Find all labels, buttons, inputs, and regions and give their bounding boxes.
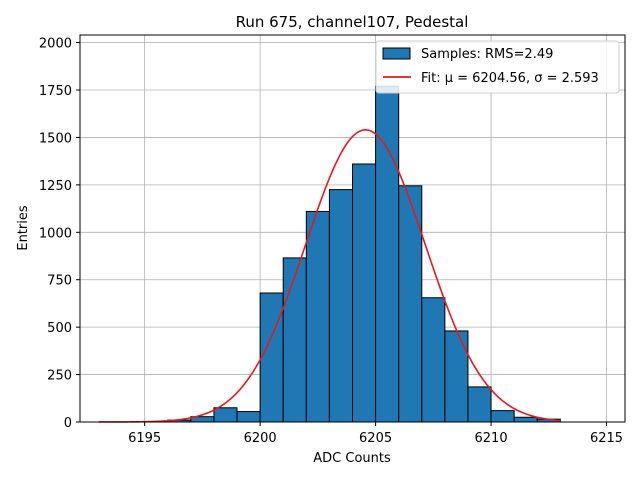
histogram-bar [421,297,446,423]
y-tick-label: 0 [64,416,72,431]
histogram-bar [490,410,515,423]
legend-frame [375,40,620,94]
y-tick-label: 1000 [39,226,72,241]
histogram-bar [513,416,538,423]
histogram-bar [213,407,238,423]
fit-curve [98,129,561,423]
x-tick-label: 6195 [128,431,161,446]
y-tick-label: 1750 [39,84,72,99]
y-tick-label: 500 [47,321,72,336]
plot-frame [79,34,626,423]
x-axis-label: ADC Counts [313,451,391,466]
histogram-bar [282,257,307,423]
y-tick-label: 1250 [39,179,72,194]
histogram-bar [305,210,330,423]
legend-fit-label: Fit: μ = 6204.56, σ = 2.593 [421,71,599,86]
chart-title: Run 675, channel107, Pedestal [236,13,469,31]
x-tick-label: 6215 [590,431,623,446]
y-tick-label: 750 [47,274,72,289]
histogram-bar [236,411,261,423]
histogram-bar [467,386,492,423]
x-tick-label: 6200 [244,431,277,446]
histogram-bars [167,85,561,423]
y-axis-ticks: 0 250 500 750 1000 1250 1500 1750 2000 [39,37,80,431]
histogram-bar [444,330,469,423]
y-tick-label: 250 [47,369,72,384]
histogram-bar [352,163,377,423]
y-tick-label: 1500 [39,131,72,146]
histogram-bar [259,292,284,423]
y-axis-label: Entries [16,205,31,251]
x-axis-ticks: 6195 6200 6205 6210 6215 [128,422,623,446]
y-tick-label: 2000 [39,37,72,52]
histogram-bar [328,189,353,423]
legend-histogram-swatch [382,47,411,60]
legend-histogram-label: Samples: RMS=2.49 [421,47,553,62]
legend: Samples: RMS=2.49 Fit: μ = 6204.56, σ = … [375,40,620,94]
x-tick-label: 6205 [359,431,392,446]
histogram-bar [398,185,423,423]
x-tick-label: 6210 [475,431,508,446]
